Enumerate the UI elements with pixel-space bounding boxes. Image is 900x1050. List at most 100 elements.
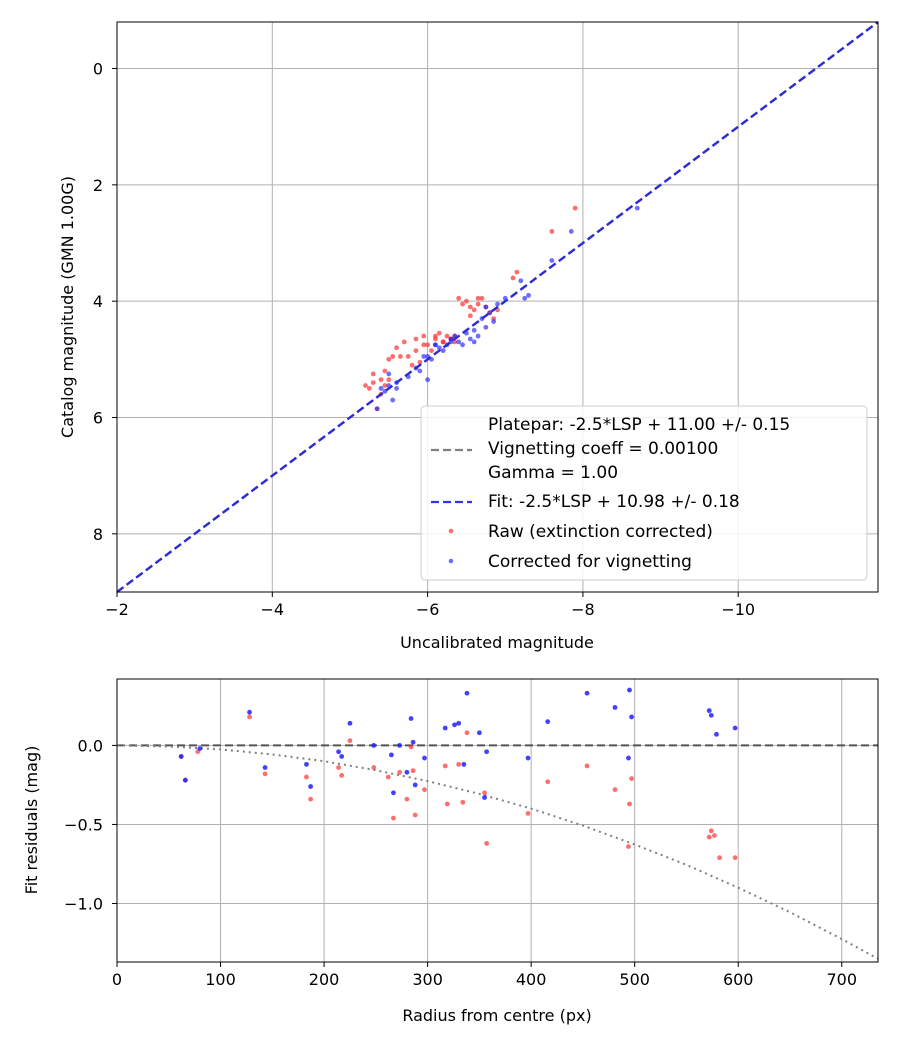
corrected-residual-point <box>461 761 467 767</box>
residuals-lines <box>116 744 879 960</box>
corrected-point <box>390 397 396 403</box>
corrected-residual-point <box>371 743 377 748</box>
corrected-residual-point <box>482 795 487 800</box>
corrected-residual-point <box>391 790 396 796</box>
corrected-point <box>491 319 497 324</box>
raw-residual-point <box>460 799 466 805</box>
raw-point <box>366 386 372 391</box>
residuals-x-tick-label: 200 <box>309 970 340 989</box>
residuals-y-tick-label: −0.5 <box>64 815 103 834</box>
raw-residual-point <box>482 790 487 796</box>
raw-residual-point <box>708 828 714 834</box>
raw-residual-point <box>442 763 448 769</box>
corrected-point <box>471 339 477 345</box>
corrected-point <box>487 310 493 316</box>
raw-point <box>479 295 485 301</box>
residuals-plot-frame <box>116 678 879 963</box>
residuals-x-tick-label: 0 <box>112 970 122 989</box>
corrected-residual-point <box>197 746 203 751</box>
corrected-residual-point <box>452 722 457 728</box>
raw-residual-point <box>412 812 418 818</box>
raw-point <box>390 354 396 359</box>
raw-residual-point <box>525 810 531 816</box>
raw-point <box>398 354 403 359</box>
raw-residual-point <box>410 768 416 774</box>
raw-residual-point <box>339 773 345 778</box>
raw-residual-point <box>484 841 490 846</box>
raw-point <box>510 275 516 281</box>
raw-residual-point <box>626 844 631 849</box>
corrected-point <box>374 406 380 412</box>
raw-point <box>440 339 446 345</box>
raw-point <box>370 380 376 386</box>
corrected-point <box>483 304 489 310</box>
calibration-x-tick-label: −4 <box>261 600 285 619</box>
raw-point <box>514 269 520 275</box>
raw-point <box>436 330 442 336</box>
corrected-residual-point <box>484 749 490 755</box>
raw-point <box>421 342 427 348</box>
residuals-x-tick-label: 600 <box>723 970 754 989</box>
legend-raw: Raw (extinction corrected) <box>488 522 713 542</box>
residuals-y-tick-label: 0.0 <box>78 736 103 755</box>
corrected-point <box>432 342 438 348</box>
residuals-x-tick-label: 100 <box>205 970 236 989</box>
corrected-residual-point <box>708 712 714 718</box>
corrected-point <box>378 386 384 391</box>
calibration-y-tick-label: 0 <box>93 60 103 79</box>
raw-point <box>464 298 469 304</box>
calibration-x-tick-label: −6 <box>416 600 440 619</box>
corrected-residual-point <box>612 705 618 710</box>
corrected-residual-point <box>732 725 738 731</box>
corrected-residual-point <box>584 690 590 696</box>
raw-point <box>401 339 407 345</box>
raw-residual-point <box>422 787 427 793</box>
corrected-residual-point <box>410 739 416 745</box>
corrected-point <box>456 339 462 345</box>
corrected-point <box>460 342 465 348</box>
corrected-point <box>526 292 531 298</box>
calibration-y-ticks: 0 2 4 6 8 <box>93 60 117 544</box>
raw-point <box>363 383 368 388</box>
raw-point <box>413 348 419 354</box>
corrected-point <box>421 354 427 359</box>
legend-gamma: Gamma = 1.00 <box>488 463 618 483</box>
corrected-point <box>425 377 431 383</box>
raw-residual-point <box>612 787 618 793</box>
raw-residual-point <box>545 779 551 785</box>
raw-point <box>444 333 450 339</box>
calibration-x-ticks: −2 −4 −6 −8 −10 <box>105 592 755 619</box>
raw-point <box>549 228 555 234</box>
calibration-y-tick-label: 2 <box>93 176 103 195</box>
raw-residual-point <box>627 801 632 807</box>
calibration-y-tick-label: 6 <box>93 409 103 428</box>
raw-point <box>409 362 415 368</box>
raw-point <box>456 295 462 301</box>
corrected-residual-point <box>442 725 448 731</box>
residuals-x-tick-label: 700 <box>826 970 857 989</box>
corrected-residual-point <box>247 709 252 715</box>
raw-point <box>471 307 477 313</box>
calibration-x-tick-label: −10 <box>721 600 755 619</box>
corrected-point <box>568 228 574 234</box>
raw-residual-point <box>712 833 717 838</box>
calibration-plot-frame <box>116 21 879 593</box>
raw-residual-point <box>629 776 634 782</box>
calibration-y-tick-label: 4 <box>93 292 103 311</box>
raw-point <box>386 356 392 362</box>
corrected-residual-point <box>626 755 631 761</box>
corrected-residual-point <box>525 755 531 761</box>
legend-corrected: Corrected for vignetting <box>488 552 692 572</box>
raw-residual-point <box>706 834 712 840</box>
raw-residual-point <box>385 774 391 780</box>
corrected-residual-point <box>388 752 394 758</box>
corrected-residual-point <box>629 714 634 720</box>
corrected-point <box>471 327 477 333</box>
corrected-residual-point <box>336 749 341 755</box>
calibration-x-axis-label: Uncalibrated magnitude <box>400 633 594 652</box>
raw-point <box>467 304 473 310</box>
raw-residual-point <box>408 744 414 750</box>
corrected-residual-point <box>408 716 414 721</box>
legend-platepar: Platepar: -2.5*LSP + 11.00 +/- 0.15 <box>488 415 790 435</box>
